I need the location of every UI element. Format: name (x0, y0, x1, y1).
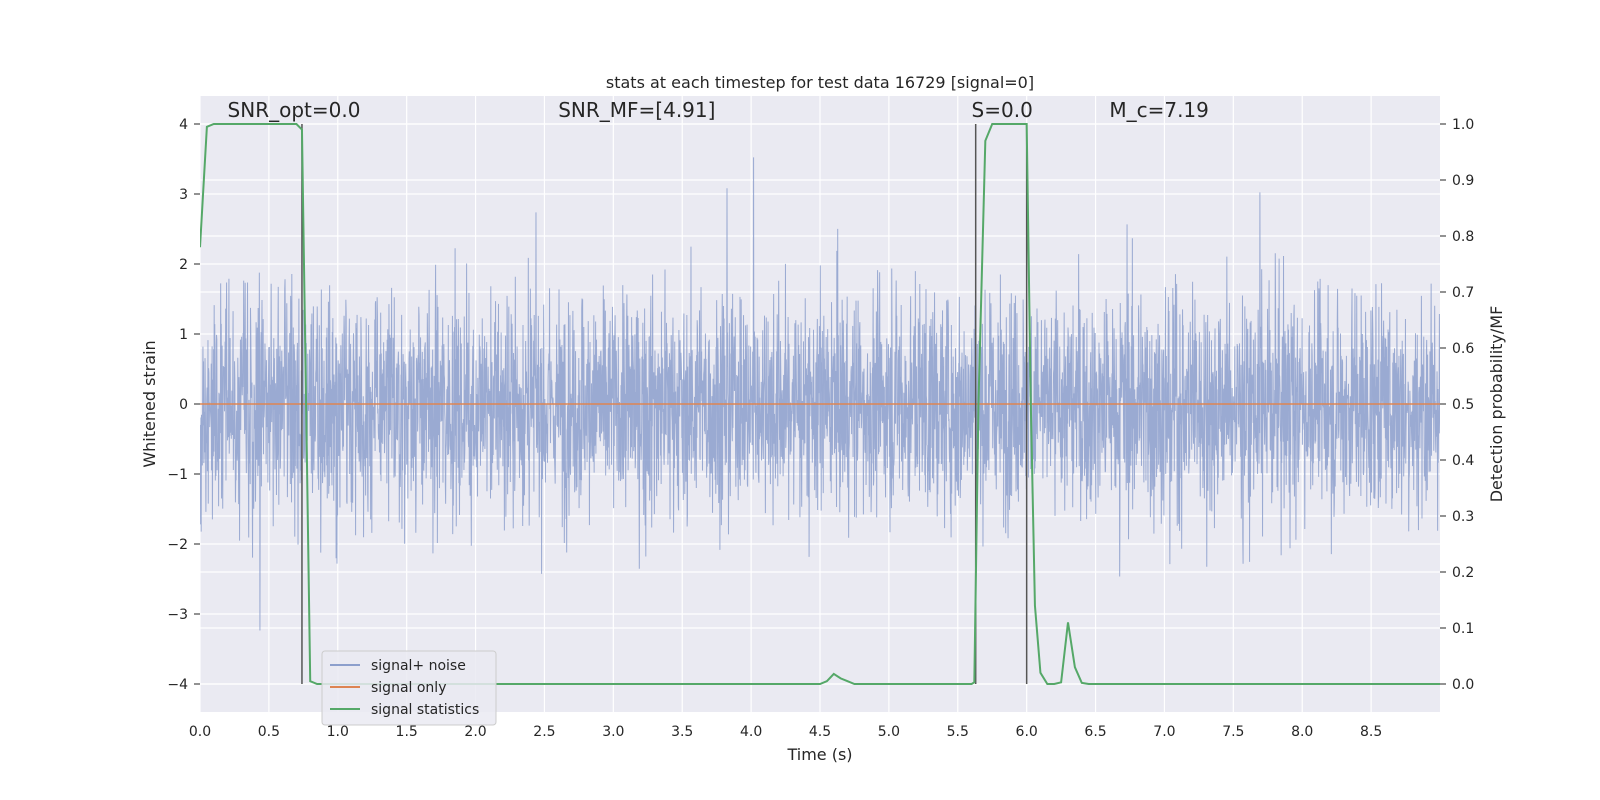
legend-label-signal-statistics: signal statistics (371, 702, 479, 718)
y-right-tick-label: 1.0 (1452, 117, 1474, 133)
x-tick-label: 4.0 (740, 724, 762, 740)
legend-label-signal-only: signal only (371, 680, 446, 696)
x-tick-label: 5.0 (878, 724, 900, 740)
y-right-tick-label: 0.5 (1452, 397, 1474, 413)
legend-label-signal-noise: signal+ noise (371, 658, 466, 674)
legend-box (321, 650, 497, 726)
y-tick-label: 1 (179, 327, 188, 343)
y-right-tick-label: 0.9 (1452, 173, 1474, 189)
legend: signal+ noise signal only signal statist… (321, 650, 497, 726)
signal-statistics-series (200, 123, 1440, 685)
annotations: SNR_opt=0.0 SNR_MF=[4.91] S=0.0 M_c=7.19 (228, 98, 1209, 122)
chart-title: stats at each timestep for test data 167… (606, 73, 1034, 92)
y-tick-label: 3 (179, 187, 188, 203)
x-tick-label: 1.5 (396, 724, 418, 740)
x-tick-label: 2.0 (464, 724, 486, 740)
annotation-text: S=0.0 (972, 98, 1033, 122)
x-tick-label: 8.0 (1291, 724, 1313, 740)
y-right-axis-ticks: 0.0 0.1 0.2 0.3 0.4 0.5 0.6 0.7 0.8 0.9 1.0 (1440, 117, 1474, 693)
y-axis-label: Whitened strain (140, 340, 159, 467)
y-right-tick-label: 0.1 (1452, 621, 1474, 637)
y-right-tick-label: 0.6 (1452, 341, 1474, 357)
y-tick-label: −2 (167, 537, 188, 553)
y-right-tick-label: 0.2 (1452, 565, 1474, 581)
y-right-tick-label: 0.8 (1452, 229, 1474, 245)
x-axis-ticks: 0.0 0.5 1.0 1.5 2.0 2.5 3.0 3.5 4.0 4.5 5.0 5.5 6.0 6… (189, 724, 1382, 740)
y-axis-ticks: −4 −3 −2 −1 0 1 2 3 4 (167, 117, 200, 693)
x-tick-label: 7.0 (1153, 724, 1175, 740)
y-right-tick-label: 0.7 (1452, 285, 1474, 301)
x-tick-label: 4.5 (809, 724, 831, 740)
y-tick-label: 2 (179, 257, 188, 273)
y-tick-label: −3 (167, 607, 188, 623)
y-right-tick-label: 0.3 (1452, 509, 1474, 525)
signal-plus-noise-line (200, 157, 1440, 631)
y-tick-label: −4 (167, 677, 188, 693)
annotation-text: M_c=7.19 (1109, 98, 1209, 122)
x-tick-label: 3.5 (671, 724, 693, 740)
x-tick-label: 6.5 (1084, 724, 1106, 740)
y-right-tick-label: 0.4 (1452, 453, 1474, 469)
x-tick-label: 3.0 (602, 724, 624, 740)
y-tick-label: 0 (179, 397, 188, 413)
x-axis-label: Time (s) (786, 745, 852, 764)
signal-plus-noise-series (200, 157, 1440, 631)
x-tick-label: 0.5 (258, 724, 280, 740)
annotation-text: SNR_opt=0.0 (228, 98, 361, 122)
x-tick-label: 1.0 (327, 724, 349, 740)
x-tick-label: 0.0 (189, 724, 211, 740)
x-tick-label: 6.0 (1016, 724, 1038, 740)
y-tick-label: 4 (179, 117, 188, 133)
y-tick-label: −1 (167, 467, 188, 483)
x-tick-label: 2.5 (533, 724, 555, 740)
y-right-axis-label: Detection probability/MF (1487, 306, 1506, 503)
x-tick-label: 8.5 (1360, 724, 1382, 740)
y-right-tick-label: 0.0 (1452, 677, 1474, 693)
annotation-text: SNR_MF=[4.91] (558, 98, 715, 122)
x-tick-label: 5.5 (947, 724, 969, 740)
signal-statistics-line (200, 123, 1440, 685)
x-tick-label: 7.5 (1222, 724, 1244, 740)
